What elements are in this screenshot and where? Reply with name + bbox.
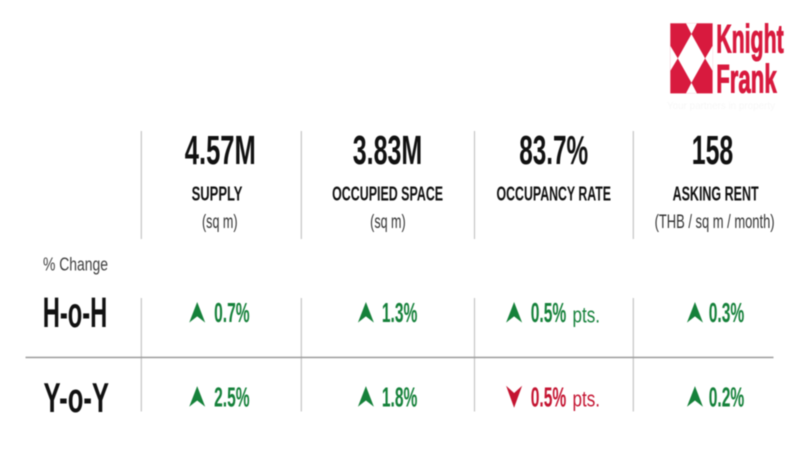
svg-text:83.7%: 83.7% [519,127,588,173]
svg-text:1.3%: 1.3% [382,297,418,328]
svg-text:0.3%: 0.3% [709,297,745,328]
svg-text:ASKING RENT: ASKING RENT [673,184,759,206]
svg-text:0.5%: 0.5% [531,297,567,328]
svg-text:Your partners in property: Your partners in property [667,101,775,112]
svg-text:OCCUPANCY RATE: OCCUPANCY RATE [497,184,612,206]
svg-text:(THB / sq m / month): (THB / sq m / month) [655,212,775,233]
svg-text:% Change: % Change [43,254,108,275]
svg-text:SUPPLY: SUPPLY [192,184,243,206]
svg-text:3.83M: 3.83M [353,127,423,173]
svg-text:pts.: pts. [573,387,601,412]
svg-text:0.5%: 0.5% [531,381,567,412]
svg-text:H-o-H: H-o-H [43,289,108,336]
svg-text:Knight: Knight [716,17,784,62]
svg-text:(sq m): (sq m) [370,212,406,233]
svg-text:Frank: Frank [716,57,777,102]
svg-text:pts.: pts. [573,302,601,327]
svg-text:158: 158 [692,127,734,173]
svg-text:0.7%: 0.7% [214,297,250,328]
svg-text:(sq m): (sq m) [202,212,238,233]
svg-text:1.8%: 1.8% [382,381,418,412]
svg-text:0.2%: 0.2% [709,381,745,412]
svg-text:4.57M: 4.57M [185,127,256,173]
svg-text:Y-o-Y: Y-o-Y [44,374,110,421]
svg-text:OCCUPIED SPACE: OCCUPIED SPACE [332,184,443,206]
svg-text:2.5%: 2.5% [214,381,250,412]
